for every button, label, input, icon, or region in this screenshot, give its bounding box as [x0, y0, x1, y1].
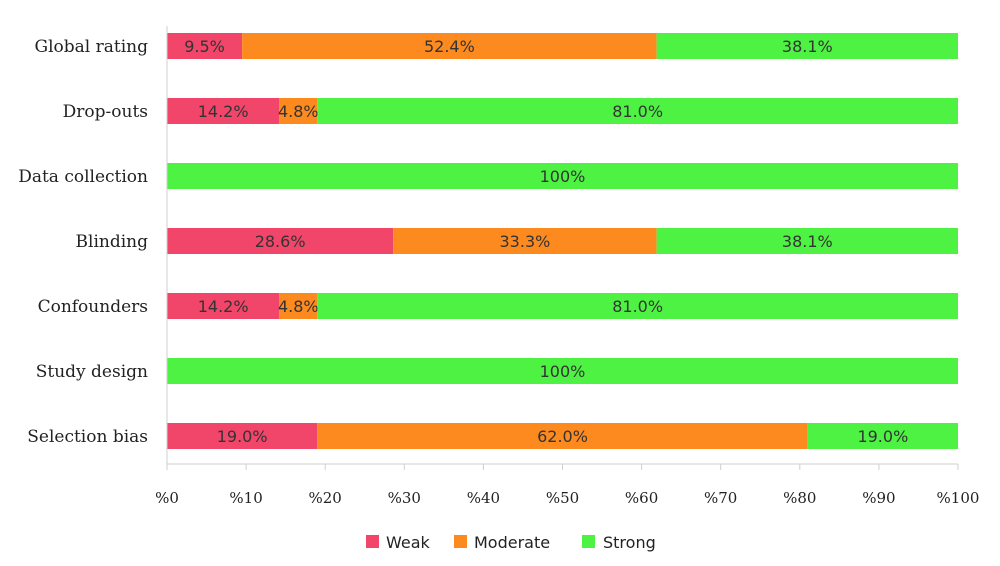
bar-global-rating-strong — [656, 33, 958, 59]
category-label-drop-outs: Drop-outs — [63, 102, 148, 122]
legend-label-weak: Weak — [386, 533, 431, 552]
data-label-global-rating-weak: 9.5% — [184, 37, 225, 56]
bar-blinding-moderate — [393, 228, 657, 254]
data-label-blinding-weak: 28.6% — [255, 232, 306, 251]
bar-drop-outs-strong — [317, 98, 958, 124]
data-label-drop-outs-strong: 81.0% — [612, 102, 663, 121]
data-label-global-rating-strong: 38.1% — [782, 37, 833, 56]
x-tick-label-90: %90 — [862, 489, 895, 507]
category-label-blinding: Blinding — [76, 232, 149, 252]
category-label-selection-bias: Selection bias — [27, 427, 148, 447]
data-label-selection-bias-moderate: 62.0% — [537, 427, 588, 446]
bar-blinding-weak — [167, 228, 394, 254]
bar-confounders-moderate — [279, 293, 318, 319]
data-label-confounders-weak: 14.2% — [198, 297, 249, 316]
data-label-drop-outs-weak: 14.2% — [198, 102, 249, 121]
bar-study-design-strong — [167, 358, 958, 384]
bar-global-rating-moderate — [242, 33, 657, 59]
x-tick-label-60: %60 — [625, 489, 658, 507]
bar-selection-bias-strong — [807, 423, 958, 449]
data-label-selection-bias-weak: 19.0% — [217, 427, 268, 446]
category-labels: Global rating Drop-outs Data collection Bli… — [18, 37, 148, 447]
category-label-study-design: Study design — [36, 362, 148, 382]
legend-swatch-moderate — [454, 535, 467, 548]
data-label-drop-outs-moderate: 4.8% — [278, 102, 319, 121]
bar-selection-bias-moderate — [317, 423, 808, 449]
legend-label-strong: Strong — [603, 533, 656, 552]
data-label-selection-bias-strong: 19.0% — [857, 427, 908, 446]
category-label-confounders: Confounders — [38, 297, 148, 317]
bar-selection-bias-weak — [167, 423, 318, 449]
data-label-blinding-strong: 38.1% — [782, 232, 833, 251]
bar-blinding-strong — [656, 228, 958, 254]
legend: Weak Moderate Strong — [366, 533, 656, 552]
bar-global-rating-weak — [167, 33, 243, 59]
data-label-confounders-strong: 81.0% — [612, 297, 663, 316]
data-label-study-design-strong: 100% — [540, 362, 586, 381]
x-tick-label-100: %100 — [937, 489, 980, 507]
x-tick-label-80: %80 — [783, 489, 816, 507]
x-tick-label-0: %0 — [155, 489, 179, 507]
legend-label-moderate: Moderate — [474, 533, 550, 552]
legend-swatch-weak — [366, 535, 379, 548]
bar-data-collection-strong — [167, 163, 958, 189]
bar-drop-outs-weak — [167, 98, 280, 124]
bar-drop-outs-moderate — [279, 98, 318, 124]
category-label-global-rating: Global rating — [35, 37, 149, 57]
data-label-data-collection-strong: 100% — [540, 167, 586, 186]
bar-confounders-strong — [317, 293, 958, 319]
data-label-blinding-moderate: 33.3% — [500, 232, 551, 251]
x-tick-label-70: %70 — [704, 489, 737, 507]
bar-confounders-weak — [167, 293, 280, 319]
bars-layer: 9.5% 52.4% 38.1% 14.2% 4.8% 81.0% 100% 28.6% 33.… — [167, 33, 958, 449]
x-tick-label-40: %40 — [467, 489, 500, 507]
data-label-confounders-moderate: 4.8% — [278, 297, 319, 316]
x-tick-label-30: %30 — [388, 489, 421, 507]
x-tick-label-10: %10 — [229, 489, 262, 507]
data-label-global-rating-moderate: 52.4% — [424, 37, 475, 56]
category-label-data-collection: Data collection — [18, 167, 148, 187]
legend-swatch-strong — [582, 535, 595, 548]
x-tick-label-20: %20 — [309, 489, 342, 507]
x-axis: %0 %10 %20 %30 %40 %50 %60 %70 %80 %90 %100 — [155, 26, 979, 507]
x-tick-label-50: %50 — [546, 489, 579, 507]
